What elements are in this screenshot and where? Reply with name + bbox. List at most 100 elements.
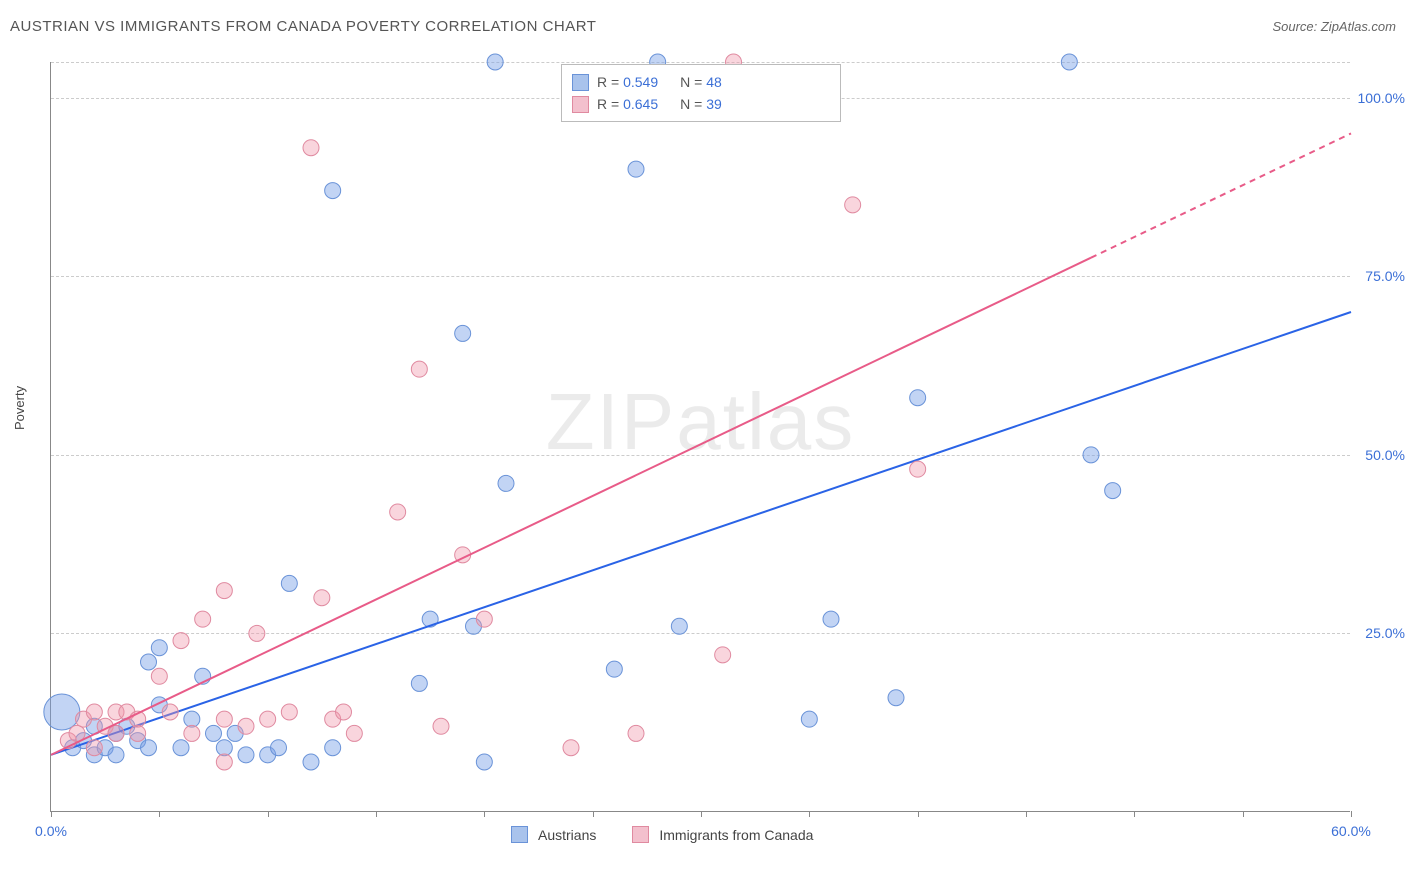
scatter-point (314, 590, 330, 606)
trend-line-dashed (1091, 133, 1351, 257)
scatter-point (1083, 447, 1099, 463)
legend-stats: R = 0.549 N = 48 R = 0.645 N = 39 (561, 64, 841, 122)
x-tick (1134, 811, 1135, 817)
scatter-point (346, 725, 362, 741)
scatter-point (411, 675, 427, 691)
scatter-point (184, 711, 200, 727)
scatter-point (173, 633, 189, 649)
scatter-point (216, 583, 232, 599)
scatter-point (487, 54, 503, 70)
scatter-point (281, 575, 297, 591)
x-tick (593, 811, 594, 817)
scatter-point (606, 661, 622, 677)
swatch-series-1 (572, 74, 589, 91)
scatter-point (671, 618, 687, 634)
y-tick-label: 100.0% (1358, 90, 1405, 106)
plot-area: ZIPatlas R = 0.549 N = 48 R = 0.645 N = … (50, 62, 1350, 812)
y-axis-label: Poverty (12, 386, 27, 430)
swatch-series-1b (511, 826, 528, 843)
chart-title: AUSTRIAN VS IMMIGRANTS FROM CANADA POVER… (10, 18, 596, 35)
legend-stats-row-1: R = 0.549 N = 48 (572, 71, 830, 93)
x-tick (1243, 811, 1244, 817)
x-tick (701, 811, 702, 817)
scatter-point (141, 740, 157, 756)
scatter-point (476, 754, 492, 770)
n-value-1: 48 (706, 74, 722, 90)
trend-line (51, 258, 1091, 755)
header: AUSTRIAN VS IMMIGRANTS FROM CANADA POVER… (10, 18, 1396, 35)
scatter-point (476, 611, 492, 627)
scatter-point (628, 161, 644, 177)
scatter-point (206, 725, 222, 741)
scatter-point (260, 711, 276, 727)
x-tick (268, 811, 269, 817)
x-tick (918, 811, 919, 817)
scatter-point (628, 725, 644, 741)
scatter-point (498, 475, 514, 491)
swatch-series-2b (632, 826, 649, 843)
x-tick-label: 0.0% (35, 823, 67, 839)
scatter-point (325, 740, 341, 756)
x-tick (1351, 811, 1352, 817)
scatter-point (303, 140, 319, 156)
chart-svg (51, 62, 1350, 811)
scatter-point (563, 740, 579, 756)
legend-stats-row-2: R = 0.645 N = 39 (572, 93, 830, 115)
y-tick-label: 25.0% (1365, 625, 1405, 641)
scatter-point (1061, 54, 1077, 70)
scatter-point (1105, 483, 1121, 499)
scatter-point (888, 690, 904, 706)
y-tick-label: 75.0% (1365, 268, 1405, 284)
scatter-point (238, 747, 254, 763)
r-label-2: R = (597, 96, 623, 112)
scatter-point (86, 704, 102, 720)
scatter-point (162, 704, 178, 720)
scatter-point (238, 718, 254, 734)
n-label-2: N = (680, 96, 706, 112)
n-value-2: 39 (706, 96, 722, 112)
scatter-point (715, 647, 731, 663)
x-tick (1026, 811, 1027, 817)
x-tick (484, 811, 485, 817)
scatter-point (845, 197, 861, 213)
scatter-point (151, 640, 167, 656)
x-tick (376, 811, 377, 817)
r-value-2: 0.645 (623, 96, 658, 112)
scatter-point (44, 694, 80, 730)
y-tick-label: 50.0% (1365, 447, 1405, 463)
scatter-point (325, 183, 341, 199)
legend-label-2: Immigrants from Canada (659, 827, 813, 843)
legend-bottom: Austrians Immigrants from Canada (511, 826, 813, 843)
scatter-point (801, 711, 817, 727)
scatter-point (86, 740, 102, 756)
x-tick (51, 811, 52, 817)
scatter-point (823, 611, 839, 627)
r-label-1: R = (597, 74, 623, 90)
scatter-point (336, 704, 352, 720)
scatter-point (130, 725, 146, 741)
scatter-point (390, 504, 406, 520)
legend-label-1: Austrians (538, 827, 596, 843)
source-prefix: Source: (1272, 19, 1320, 34)
scatter-point (303, 754, 319, 770)
scatter-point (141, 654, 157, 670)
scatter-point (216, 754, 232, 770)
scatter-point (108, 725, 124, 741)
scatter-point (271, 740, 287, 756)
scatter-point (184, 725, 200, 741)
scatter-point (910, 461, 926, 477)
scatter-point (433, 718, 449, 734)
x-tick (809, 811, 810, 817)
scatter-point (411, 361, 427, 377)
scatter-point (216, 711, 232, 727)
scatter-point (249, 625, 265, 641)
scatter-point (151, 668, 167, 684)
scatter-point (455, 325, 471, 341)
trend-line (51, 312, 1351, 755)
r-value-1: 0.549 (623, 74, 658, 90)
source-attribution: Source: ZipAtlas.com (1272, 19, 1396, 34)
n-label-1: N = (680, 74, 706, 90)
scatter-point (216, 740, 232, 756)
scatter-point (910, 390, 926, 406)
x-tick (159, 811, 160, 817)
